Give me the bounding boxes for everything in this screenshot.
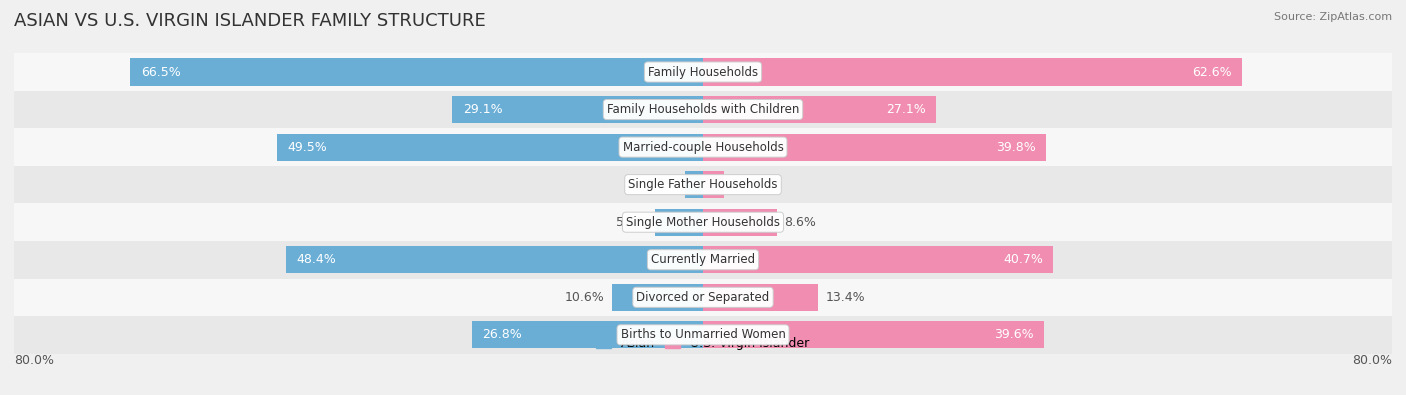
Bar: [14, 166, 1392, 203]
Text: 26.8%: 26.8%: [482, 328, 522, 341]
Bar: [703, 246, 1053, 273]
Bar: [287, 246, 703, 273]
Bar: [14, 91, 1392, 128]
Text: Family Households with Children: Family Households with Children: [607, 103, 799, 116]
Text: 39.8%: 39.8%: [995, 141, 1035, 154]
Bar: [277, 134, 703, 161]
Text: 10.6%: 10.6%: [565, 291, 605, 304]
Text: 29.1%: 29.1%: [463, 103, 502, 116]
Text: 2.4%: 2.4%: [731, 178, 762, 191]
Bar: [685, 171, 703, 198]
Text: 66.5%: 66.5%: [141, 66, 180, 79]
Text: Family Households: Family Households: [648, 66, 758, 79]
Text: 80.0%: 80.0%: [1353, 354, 1392, 367]
Text: Divorced or Separated: Divorced or Separated: [637, 291, 769, 304]
Text: 62.6%: 62.6%: [1192, 66, 1232, 79]
Bar: [703, 96, 936, 123]
Text: 80.0%: 80.0%: [14, 354, 53, 367]
Text: 40.7%: 40.7%: [1004, 253, 1043, 266]
Bar: [131, 58, 703, 86]
Bar: [14, 278, 1392, 316]
Text: 2.1%: 2.1%: [647, 178, 678, 191]
Bar: [14, 241, 1392, 278]
Text: 8.6%: 8.6%: [785, 216, 815, 229]
Bar: [703, 134, 1046, 161]
Text: Births to Unmarried Women: Births to Unmarried Women: [620, 328, 786, 341]
Legend: Asian, U.S. Virgin Islander: Asian, U.S. Virgin Islander: [592, 332, 814, 356]
Bar: [655, 209, 703, 236]
Text: Single Father Households: Single Father Households: [628, 178, 778, 191]
Text: 49.5%: 49.5%: [287, 141, 326, 154]
Text: Married-couple Households: Married-couple Households: [623, 141, 783, 154]
Bar: [703, 321, 1045, 348]
Bar: [612, 284, 703, 311]
Text: Single Mother Households: Single Mother Households: [626, 216, 780, 229]
Bar: [14, 128, 1392, 166]
Text: 48.4%: 48.4%: [297, 253, 336, 266]
Text: Source: ZipAtlas.com: Source: ZipAtlas.com: [1274, 12, 1392, 22]
Bar: [703, 58, 1241, 86]
Bar: [472, 321, 703, 348]
Text: 39.6%: 39.6%: [994, 328, 1033, 341]
Text: 5.6%: 5.6%: [616, 216, 648, 229]
Bar: [14, 203, 1392, 241]
Bar: [703, 284, 818, 311]
Text: 27.1%: 27.1%: [886, 103, 927, 116]
Bar: [703, 209, 778, 236]
Text: 13.4%: 13.4%: [825, 291, 865, 304]
Bar: [453, 96, 703, 123]
Bar: [14, 316, 1392, 354]
Text: ASIAN VS U.S. VIRGIN ISLANDER FAMILY STRUCTURE: ASIAN VS U.S. VIRGIN ISLANDER FAMILY STR…: [14, 12, 486, 30]
Text: Currently Married: Currently Married: [651, 253, 755, 266]
Bar: [14, 53, 1392, 91]
Bar: [703, 171, 724, 198]
